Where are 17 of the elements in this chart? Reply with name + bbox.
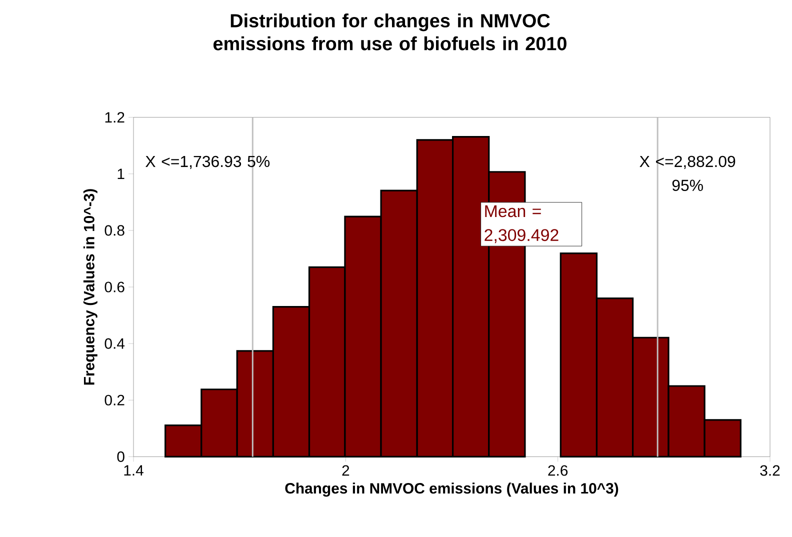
y-axis-title: Frequency (Values in 10^-3) — [83, 189, 98, 385]
chart-title: Distribution for changes in NMVOC emissions from use of biofuels in 2010 — [213, 14, 566, 50]
ref-line-label: X <=2,882.09 95% — [640, 156, 736, 192]
x-tick-label: 2 — [342, 465, 350, 476]
x-tick-label: 1.4 — [124, 465, 144, 476]
y-tick-label: 1.2 — [105, 112, 124, 123]
x-tick-label: 2.6 — [548, 465, 568, 476]
x-axis-title: Changes in NMVOC emissions (Values in 10^3) — [285, 482, 618, 497]
y-tick-label: 0.8 — [104, 225, 124, 236]
y-tick-label: 0.4 — [104, 338, 125, 349]
y-tick-label: 1 — [118, 168, 124, 180]
y-tick-label: 0.6 — [104, 282, 124, 292]
x-tick-label: 3.2 — [760, 465, 780, 476]
y-tick-label: 0.2 — [104, 394, 124, 406]
y-tick-label: 0 — [117, 451, 124, 462]
annotation: Mean = 2,309.492 — [484, 205, 558, 244]
ref-line-label: X <=1,736.93 5% — [146, 156, 270, 169]
